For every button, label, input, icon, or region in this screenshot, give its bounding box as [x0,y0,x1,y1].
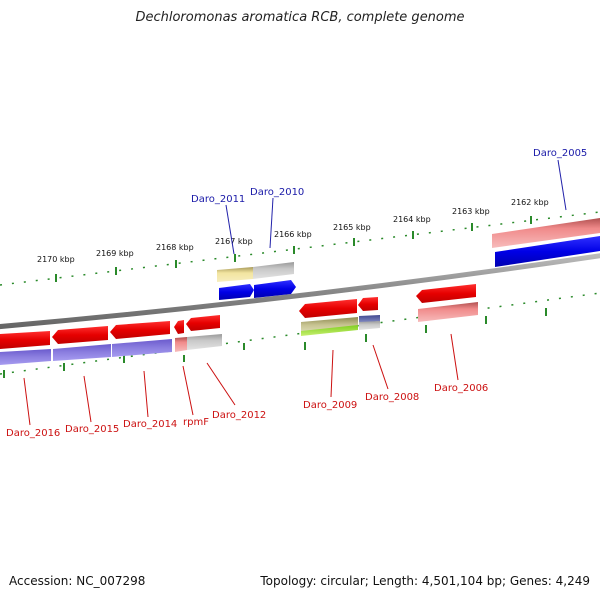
gene-label-daro-2010[interactable]: Daro_2010 [250,187,304,198]
gene-label-daro-2012[interactable]: Daro_2012 [212,410,266,421]
kbp-label: 2164 kbp [393,215,431,224]
gene-feature-daro-2015[interactable] [52,326,111,361]
kbp-label: 2165 kbp [333,223,371,232]
kbp-label: 2168 kbp [156,243,194,252]
genome-stats-text: Topology: circular; Length: 4,501,104 bp… [260,574,590,588]
gene-feature-daro-2016[interactable] [0,331,51,365]
gene-label-daro-2016[interactable]: Daro_2016 [6,428,60,439]
leader-lines-top [225,159,567,255]
gene-feature-daro-2005[interactable] [492,218,600,267]
kbp-label: 2166 kbp [274,230,312,239]
genome-backbone [0,253,600,330]
gene-feature-daro-2011[interactable] [217,267,254,300]
accession-text: Accession: NC_007298 [9,574,146,588]
gene-label-daro-2015[interactable]: Daro_2015 [65,424,119,435]
gene-label-daro-2005[interactable]: Daro_2005 [533,148,587,159]
kbp-label: 2163 kbp [452,207,490,216]
gene-feature-daro-2008[interactable] [358,297,380,330]
gene-feature-daro-2010[interactable] [253,262,296,298]
gene-label-daro-2011[interactable]: Daro_2011 [191,194,245,205]
kbp-label: 2170 kbp [37,255,75,264]
gene-feature-daro-2012[interactable] [186,315,222,350]
scale-ticks-bottom [0,292,600,375]
scale-ticks-top [0,211,600,286]
gene-label-daro-2014[interactable]: Daro_2014 [123,419,177,430]
kbp-label: 2162 kbp [511,198,549,207]
gene-label-rpmf[interactable]: rpmF [183,417,209,428]
gene-feature-daro-2014[interactable] [110,321,172,357]
kbp-label: 2169 kbp [96,249,134,258]
gene-label-daro-2009[interactable]: Daro_2009 [303,400,357,411]
gene-label-daro-2006[interactable]: Daro_2006 [434,383,488,394]
leader-lines-bottom [23,333,459,426]
map-title: Dechloromonas aromatica RCB, complete ge… [135,10,465,25]
kbp-label: 2167 kbp [215,237,253,246]
gene-feature-daro-2006[interactable] [416,284,478,322]
gene-feature-daro-2009[interactable] [299,299,358,336]
gene-feature-rpmf[interactable] [174,320,187,352]
major-ticks [3,216,547,378]
gene-label-daro-2008[interactable]: Daro_2008 [365,392,419,403]
